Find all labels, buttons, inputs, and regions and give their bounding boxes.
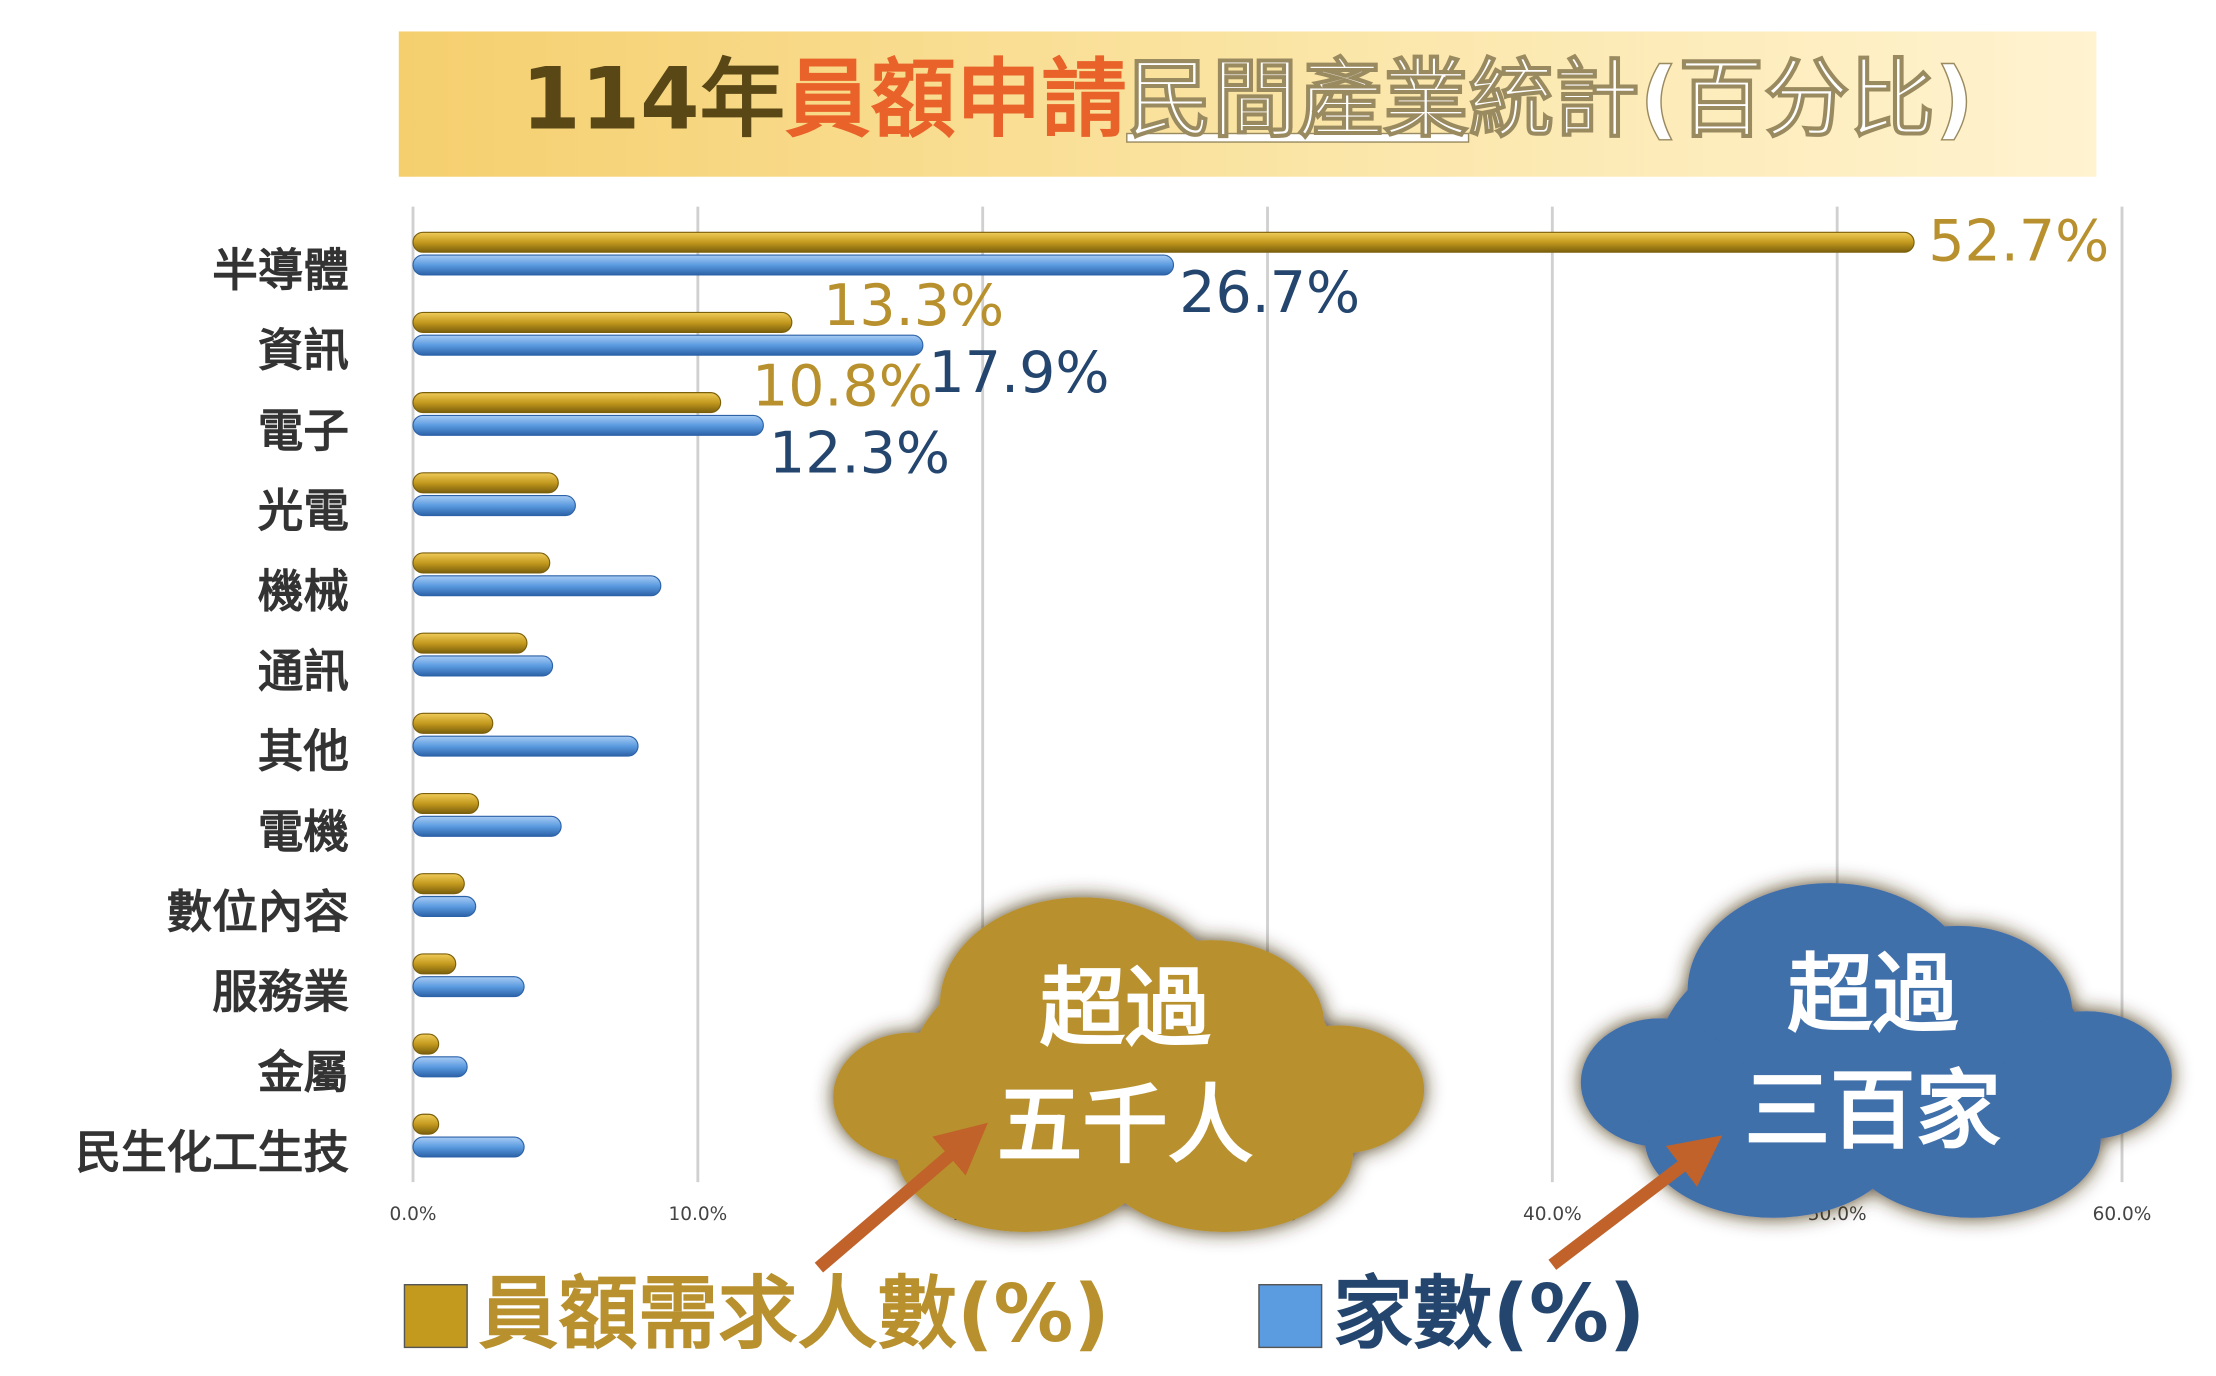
y-tick-label: 電子 xyxy=(258,404,349,457)
title-banner xyxy=(398,31,2097,177)
data-label: 13.3% xyxy=(823,273,1004,339)
bar xyxy=(412,735,639,757)
title-part: 114年 xyxy=(521,51,785,150)
bar xyxy=(412,632,528,654)
y-tick-label: 民生化工生技 xyxy=(76,1126,350,1179)
data-label: 10.8% xyxy=(752,353,933,419)
y-tick-label: 半導體 xyxy=(212,244,349,297)
x-tick-label: 0.0% xyxy=(390,1204,437,1225)
bar xyxy=(412,655,554,677)
chart-title: 114年員額申請民間產業統計(百分比) xyxy=(521,50,1974,150)
y-tick-label: 光電 xyxy=(258,485,349,538)
cloud xyxy=(1580,883,2172,1218)
y-tick-label: 數位內容 xyxy=(167,886,350,939)
annotation-text: 三百家 xyxy=(1745,1062,2002,1161)
bar xyxy=(412,254,1175,276)
legend-swatch xyxy=(1258,1284,1323,1349)
y-tick-label: 服務業 xyxy=(212,966,349,1019)
bar xyxy=(412,1136,525,1158)
bar xyxy=(412,953,457,975)
title-part: 統計(百分比) xyxy=(1469,51,1974,150)
bar xyxy=(412,895,477,918)
legend-label: 員額需求人數(%) xyxy=(479,1267,1110,1360)
title-part: 員額申請 xyxy=(785,51,1127,150)
cloud-part xyxy=(1096,1075,1353,1233)
legend-swatch xyxy=(403,1284,468,1349)
y-tick-label: 其他 xyxy=(258,725,349,778)
annotation-text: 超過 xyxy=(1040,960,1211,1059)
bar xyxy=(412,712,494,734)
y-tick-label: 機械 xyxy=(258,565,349,618)
bar xyxy=(412,552,551,574)
x-tick-label: 40.0% xyxy=(1523,1204,1582,1225)
bar xyxy=(412,472,559,494)
annotation-text: 超過 xyxy=(1787,945,1958,1044)
x-tick-label: 10.0% xyxy=(668,1204,727,1225)
bar xyxy=(412,392,722,414)
legend-label: 家數(%) xyxy=(1333,1267,1645,1360)
bar xyxy=(412,815,562,837)
cloud-part xyxy=(897,1075,1154,1233)
y-tick-label: 金屬 xyxy=(258,1046,349,1099)
y-tick-label: 電機 xyxy=(258,805,349,858)
bar xyxy=(412,792,480,815)
bar xyxy=(412,873,465,895)
data-label: 12.3% xyxy=(769,420,950,486)
bar xyxy=(412,1056,468,1078)
bar xyxy=(412,414,764,436)
bar xyxy=(412,976,525,998)
bar xyxy=(412,575,662,597)
bar xyxy=(412,495,576,517)
bar xyxy=(412,1113,440,1135)
bar xyxy=(412,334,924,356)
arrow xyxy=(1548,1135,1723,1270)
annotation-text: 五千人 xyxy=(997,1076,1254,1175)
cloud-part xyxy=(1844,1061,2101,1218)
data-label: 26.7% xyxy=(1179,260,1360,326)
bar xyxy=(412,231,1915,253)
bar xyxy=(412,311,793,333)
data-label: 17.9% xyxy=(929,340,1110,406)
cloud xyxy=(833,897,1425,1233)
y-tick-label: 通訊 xyxy=(258,645,349,698)
title-text: 114年員額申請民間產業統計(百分比) xyxy=(521,51,1974,150)
data-label: 52.7% xyxy=(1928,209,2109,275)
bar xyxy=(412,1033,440,1055)
arrow xyxy=(814,1122,988,1273)
title-part: 民間產業 xyxy=(1127,51,1469,150)
y-tick-label: 資訊 xyxy=(258,324,349,377)
x-tick-label: 60.0% xyxy=(2093,1204,2152,1225)
